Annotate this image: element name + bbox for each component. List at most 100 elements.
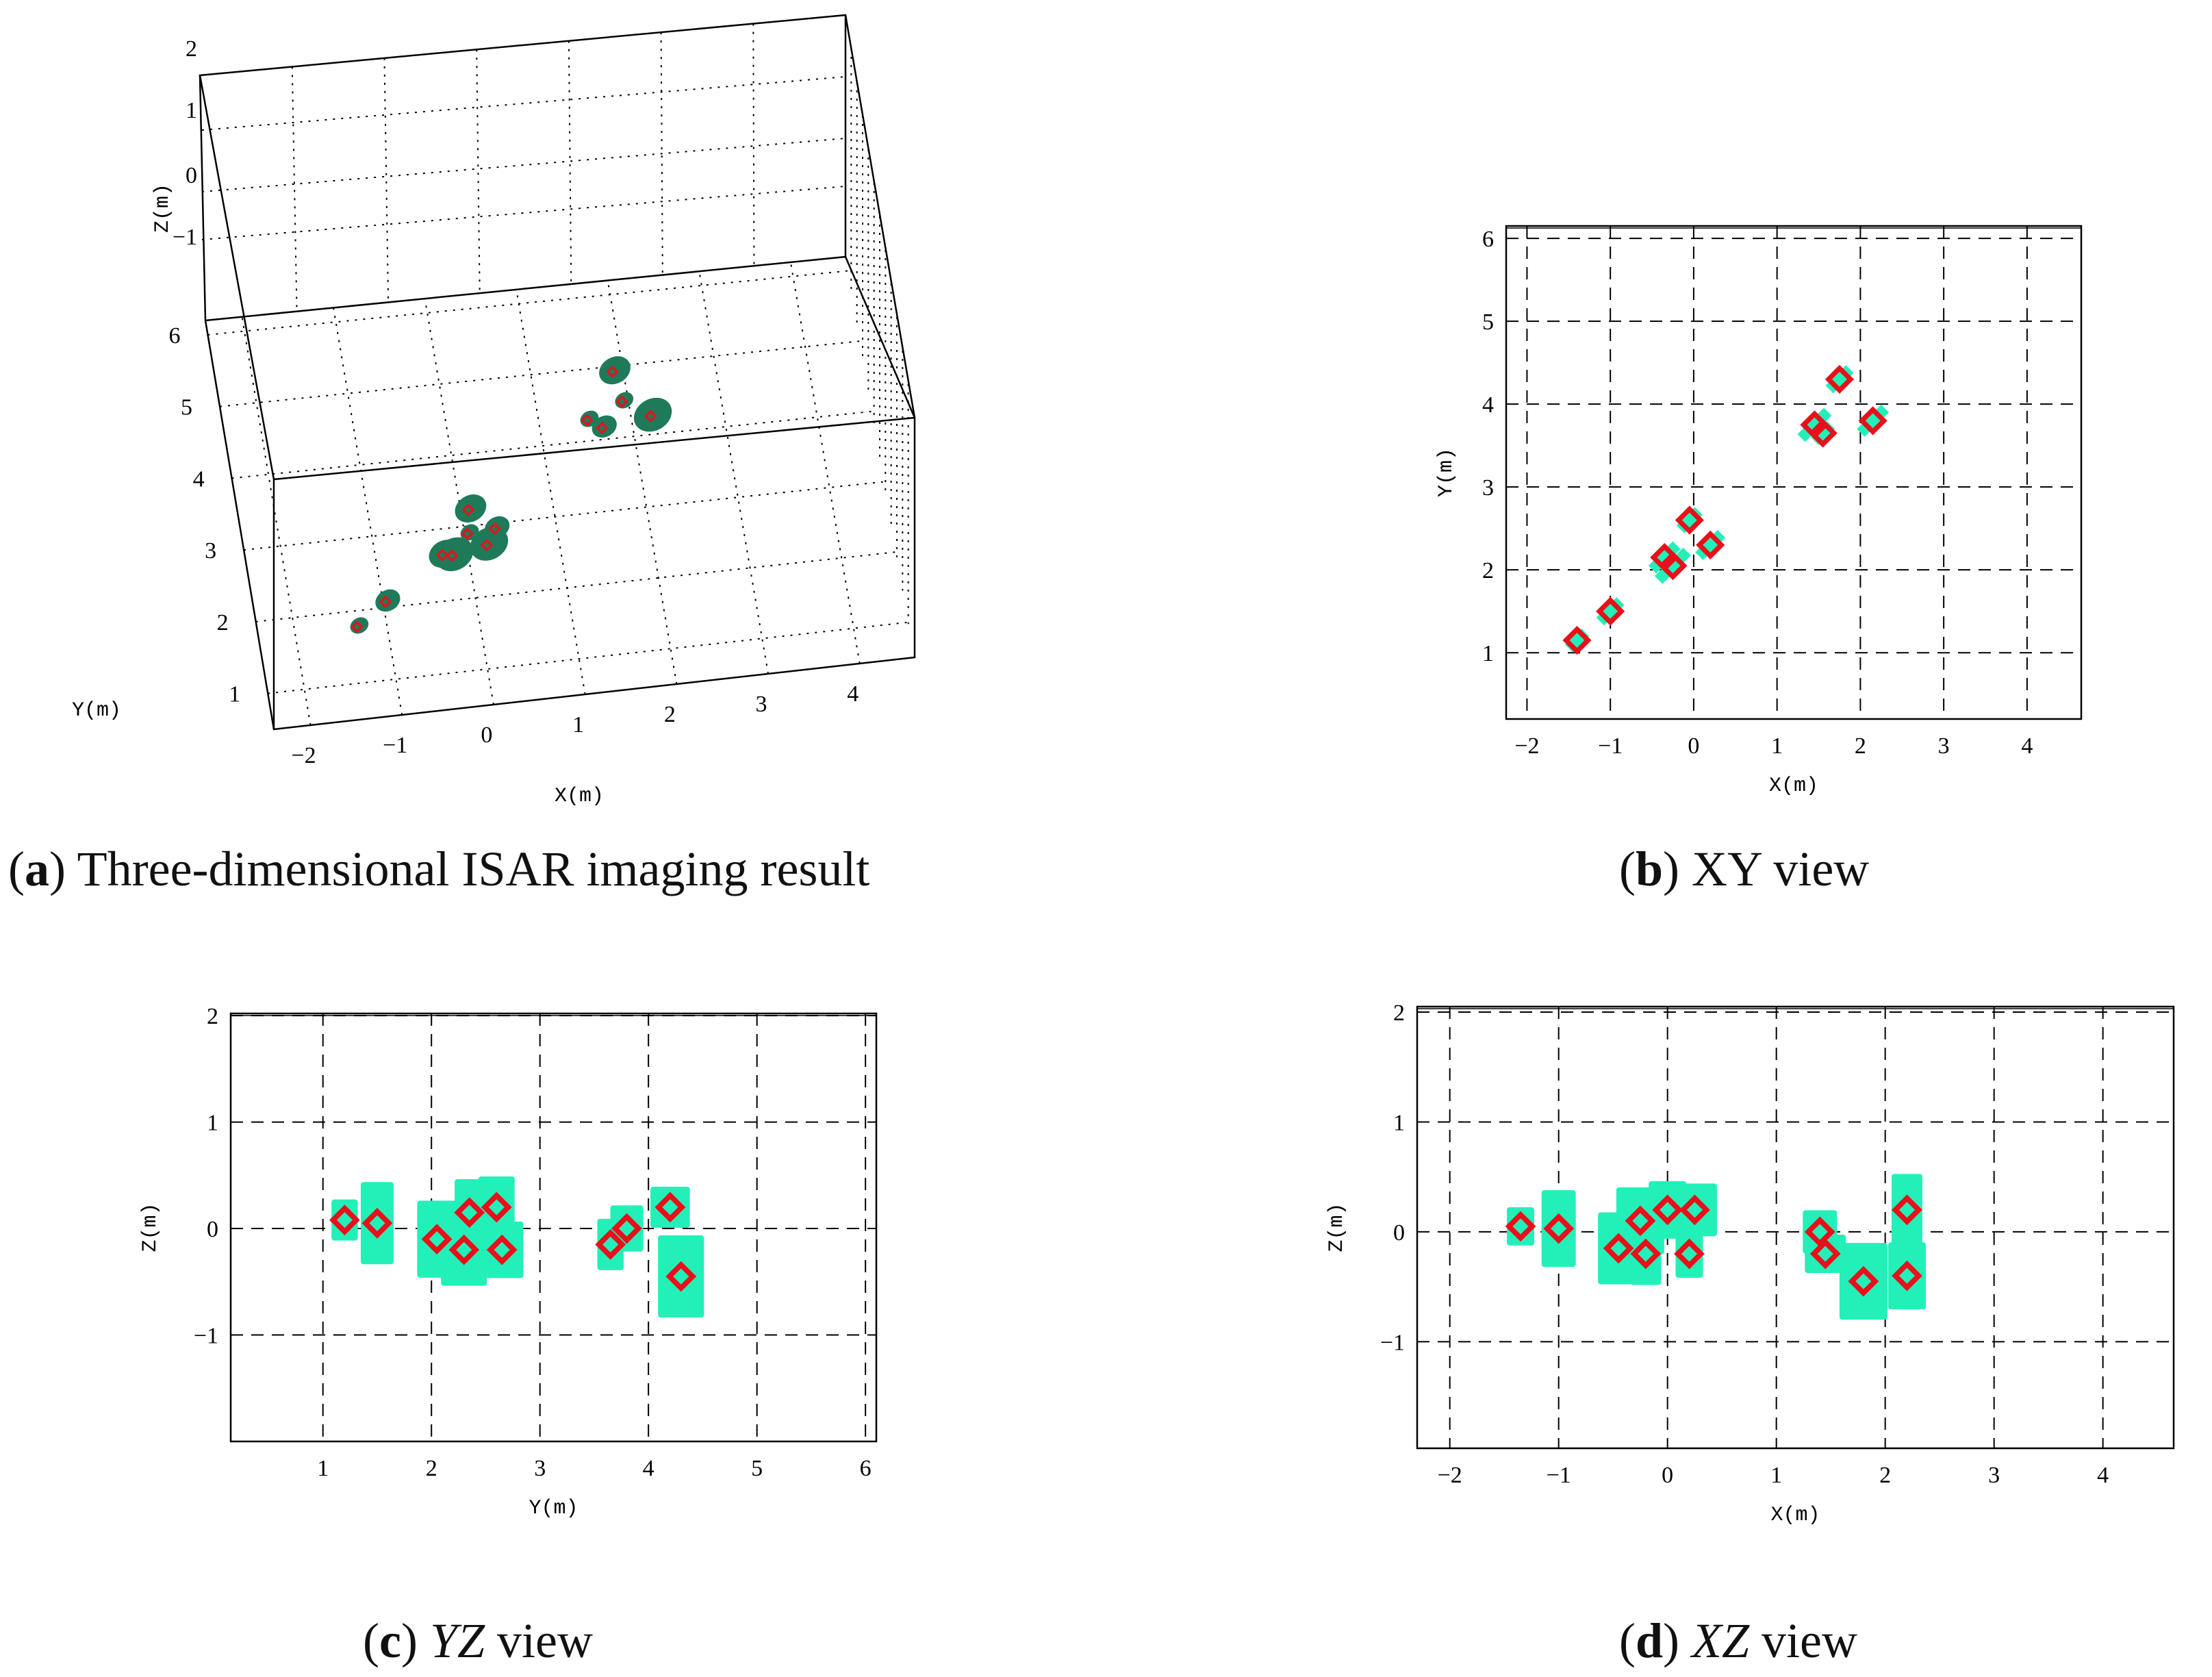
y-axis-label: Y(m) <box>1435 448 1458 497</box>
scatter-point <box>1652 1194 1683 1226</box>
scatter-point <box>1809 1238 1841 1270</box>
box-front-edges <box>199 75 916 731</box>
x-tick-label: 4 <box>2097 1463 2109 1488</box>
image-patch <box>1857 404 1890 437</box>
chart-3d-isar: −2 −1 0 1 2 3 4 1 2 3 4 5 6 2 1 0 −1 X(m) Y(m) Z(m) <box>72 14 916 808</box>
x-tick-label: 0 <box>1688 733 1699 759</box>
box-back-face <box>199 14 916 481</box>
scatter-point <box>486 1234 518 1265</box>
scatter-point <box>1625 1205 1656 1237</box>
image-patch <box>455 1178 485 1246</box>
scatter-point <box>611 1213 642 1244</box>
image-patch <box>1839 1243 1887 1320</box>
grid-line-wall <box>476 49 481 294</box>
grid-line-wall <box>752 23 755 266</box>
scatter-point <box>1596 596 1625 626</box>
x-tick-label: −2 <box>1438 1463 1462 1488</box>
y-axis-label: Z(m) <box>139 1202 162 1252</box>
scatter-point <box>606 365 619 379</box>
y-tick-label: 4 <box>1482 392 1494 418</box>
image-patch <box>650 1186 690 1228</box>
isar-image-patches <box>1507 1174 1926 1320</box>
scatter-point <box>1892 1194 1922 1226</box>
x-tick-label: 3 <box>1938 733 1950 759</box>
scatter-point <box>361 1207 393 1239</box>
y-tick-label: 1 <box>229 682 240 707</box>
y-tick-label: 0 <box>207 1217 218 1242</box>
image-patch <box>1805 1235 1846 1274</box>
scatter-point <box>1603 1233 1634 1264</box>
image-patch <box>360 1182 394 1265</box>
image-patch <box>1675 1230 1703 1278</box>
x-tick-label: 3 <box>756 692 767 717</box>
grid-lines <box>1506 226 2081 719</box>
y-tick-label: 1 <box>1482 641 1494 666</box>
x-tick-label: −1 <box>383 733 407 758</box>
x-tick-label: 1 <box>1771 733 1783 759</box>
scatter-point <box>1858 406 1887 436</box>
isar-image-patches <box>331 1176 704 1318</box>
scatter-point <box>461 527 474 540</box>
scatter-point <box>445 549 459 562</box>
y-tick-label: 0 <box>1393 1220 1405 1246</box>
x-tick-label: 1 <box>572 712 584 737</box>
image-patch <box>1891 1174 1922 1246</box>
scatter-point <box>1658 551 1688 581</box>
x-tick-label: 5 <box>751 1456 763 1481</box>
scatter-point <box>329 1205 360 1236</box>
y-tick-label: 3 <box>205 538 216 564</box>
x-tick-label: 1 <box>317 1456 329 1481</box>
grid-line-y <box>219 340 861 407</box>
x-axis-label: X(m) <box>1770 1504 1820 1527</box>
scatter-points <box>1562 364 1887 655</box>
x-tick-label: 3 <box>534 1456 546 1481</box>
scatter-point <box>1696 530 1725 559</box>
caption-c: (c) YZ view <box>363 1613 593 1668</box>
scatter-point <box>1505 1211 1536 1242</box>
grid-line-wall <box>568 40 572 284</box>
grid-lines <box>231 1013 876 1441</box>
grid-line-y <box>268 621 909 694</box>
scatter-point <box>1562 625 1592 655</box>
scatter-point <box>595 1228 626 1260</box>
y-tick-label: 2 <box>1482 558 1494 583</box>
image-patch <box>1797 407 1832 442</box>
grid-line-x <box>607 280 678 685</box>
scatter-point <box>454 1197 485 1228</box>
grid-line-wall <box>201 138 847 192</box>
image-patch <box>1541 1190 1576 1268</box>
scatter-point <box>596 421 609 435</box>
y-tick-label: 6 <box>1482 227 1494 252</box>
scatter-point <box>488 522 501 535</box>
grid-line-y <box>244 481 885 551</box>
image-patch <box>658 1235 704 1318</box>
isar-image-patches <box>1564 365 1890 653</box>
plot-frame <box>1505 225 2083 720</box>
scatter-point <box>351 620 364 633</box>
image-patch <box>481 1221 524 1278</box>
chart-xy-view: −2 −1 0 1 2 3 4 1 2 3 4 5 6 X(m) Y(m) <box>1435 225 2083 798</box>
scatter-point <box>480 538 494 552</box>
scatter-point <box>665 1261 697 1292</box>
y-tick-label: 2 <box>1393 1000 1405 1026</box>
scatter-point <box>615 395 628 408</box>
image-patch <box>331 1199 358 1241</box>
isar-image-blobs <box>350 356 672 634</box>
grid-line-wall <box>291 66 298 312</box>
scatter-point <box>581 414 594 427</box>
tick-labels-3d: −2 −1 0 1 2 3 4 1 2 3 4 5 6 2 1 0 −1 <box>169 36 859 768</box>
x-tick-label: 2 <box>1879 1463 1891 1488</box>
y-tick-label: 1 <box>1393 1110 1405 1135</box>
x-tick-label: −2 <box>291 743 316 768</box>
z-tick-label: 1 <box>186 98 197 123</box>
z-tick-label: 2 <box>186 36 197 62</box>
scatter-point <box>1848 1265 1879 1297</box>
scatter-point <box>1674 1238 1705 1270</box>
x-axis-label: X(m) <box>1769 774 1818 798</box>
image-patch <box>1672 1183 1717 1237</box>
x-axis-label: X(m) <box>555 785 604 808</box>
x-tick-label: −1 <box>1547 1463 1571 1488</box>
scatter-point <box>421 1224 453 1255</box>
grid-line-x <box>333 307 403 716</box>
grid-line-wall <box>383 58 390 303</box>
